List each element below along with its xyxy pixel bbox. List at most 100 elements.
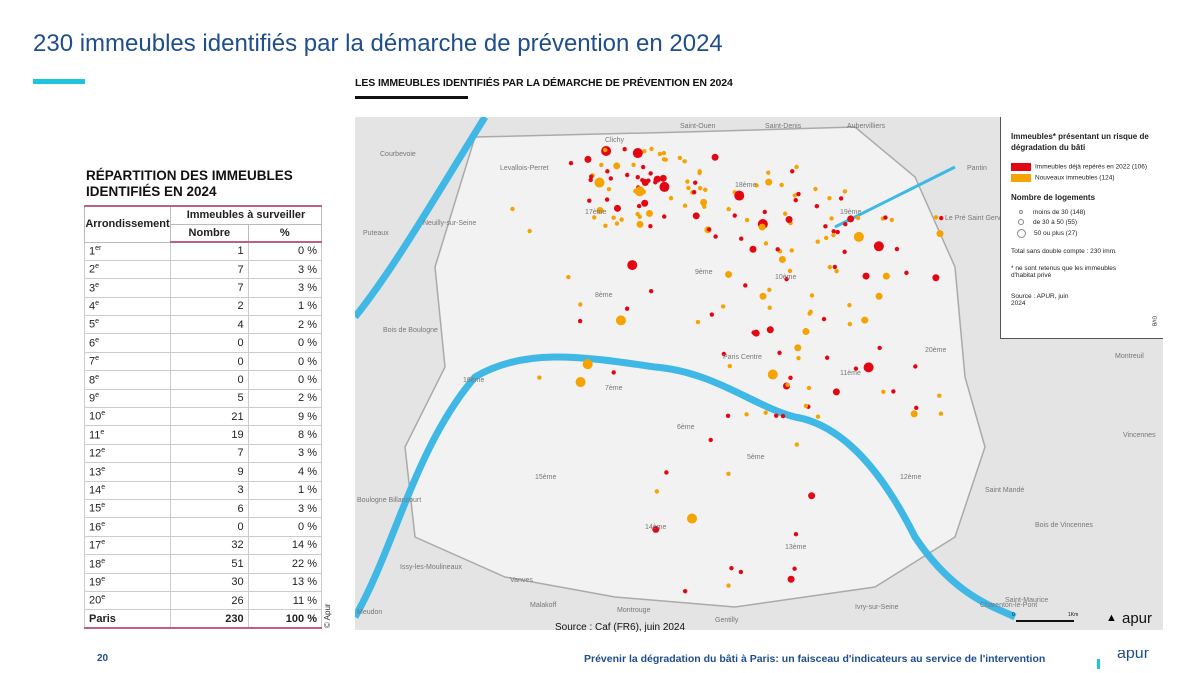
place-label: Courbevoie (380, 151, 416, 158)
place-label: Saint-Denis (765, 123, 802, 130)
building-marker (821, 316, 827, 322)
building-marker (774, 413, 779, 418)
building-marker (806, 385, 812, 391)
place-label: Neuilly-sur-Seine (423, 220, 477, 227)
building-marker (744, 412, 749, 417)
percent-cell: 3 % (247, 259, 323, 280)
legend-source: Source : APUR, juin 2024 (1011, 293, 1069, 307)
legend-size-small: moins de 30 (148) (1033, 209, 1086, 216)
building-marker (882, 272, 890, 280)
percent-cell: 0 % (247, 351, 323, 372)
building-marker (803, 403, 809, 409)
building-marker (815, 414, 821, 419)
building-marker (661, 150, 667, 156)
building-marker (767, 369, 778, 380)
nombre-cell: 30 (170, 572, 249, 592)
red-swatch (1011, 163, 1031, 171)
building-marker (589, 174, 594, 179)
table-row: 20e 26 11 % (84, 590, 323, 611)
building-marker (637, 214, 642, 219)
building-marker (682, 203, 688, 208)
legend-total: Total sans double compte : 230 imm. (1011, 248, 1117, 255)
building-marker (634, 186, 645, 197)
building-marker (727, 363, 732, 369)
building-marker (592, 215, 597, 220)
building-marker (729, 565, 734, 571)
place-label: 10ème (775, 274, 797, 281)
building-marker (793, 197, 798, 203)
building-marker (765, 178, 773, 186)
building-marker (814, 204, 820, 209)
building-marker (787, 575, 795, 583)
building-marker (587, 198, 592, 203)
col-percent: % (247, 223, 323, 243)
building-marker (627, 260, 638, 271)
building-marker (796, 355, 801, 361)
place-label: Charenton-le-Pont (980, 602, 1038, 609)
building-marker (823, 224, 828, 229)
building-marker (939, 215, 944, 221)
building-marker (889, 217, 895, 223)
arrondissement-cell: 15e (84, 498, 171, 519)
building-marker (635, 174, 640, 180)
building-marker (827, 264, 833, 270)
building-marker (787, 268, 793, 274)
building-marker (802, 328, 810, 336)
building-marker (938, 411, 944, 416)
north-arrow-icon: ▲ (1106, 612, 1117, 624)
percent-cell: 0 % (247, 370, 323, 390)
total-label: Paris (84, 609, 171, 630)
building-marker (807, 311, 812, 316)
legend-size-medium: de 30 à 50 (55) (1033, 219, 1078, 226)
gvb-label: GVB (1150, 315, 1157, 327)
building-marker (894, 246, 900, 252)
percent-cell: 9 % (247, 407, 323, 427)
building-marker (808, 492, 816, 500)
building-marker (599, 162, 604, 168)
arrondissement-cell: 20e (84, 590, 171, 611)
building-marker (622, 147, 627, 152)
place-label: Le Pré Saint Gervais (945, 215, 1010, 222)
building-marker (640, 164, 646, 170)
building-marker (648, 171, 653, 176)
building-marker (855, 215, 861, 221)
building-marker (596, 206, 604, 214)
building-marker (668, 195, 674, 201)
building-marker (815, 239, 820, 244)
place-label: 15ème (535, 474, 557, 481)
place-label: Paris Centre (723, 354, 762, 361)
building-marker (831, 229, 836, 234)
seine-river-north (355, 117, 488, 320)
legend-size-title: Nombre de logements (1011, 193, 1096, 202)
building-marker (649, 146, 654, 152)
place-label: 19ème (840, 209, 862, 216)
nombre-cell: 2 (170, 296, 249, 317)
building-marker (862, 272, 870, 280)
building-marker (606, 187, 612, 192)
building-marker (794, 164, 799, 170)
place-label: Puteaux (363, 230, 389, 237)
table-row: 6e 0 0 % (84, 333, 323, 353)
building-marker (788, 375, 793, 380)
legend-orange-label: Nouveaux immeubles (124) (1035, 174, 1115, 182)
building-marker (708, 437, 713, 443)
building-marker (793, 532, 799, 537)
building-marker (682, 588, 688, 594)
building-marker (790, 169, 795, 174)
table-row: 19e 30 13 % (84, 572, 323, 592)
building-marker (709, 312, 715, 317)
place-label: Pantin (967, 165, 987, 172)
percent-cell: 8 % (247, 425, 323, 445)
building-marker (726, 471, 731, 476)
building-marker (720, 304, 726, 309)
percent-cell: 1 % (247, 296, 323, 317)
table-row: 3e 7 3 % (84, 278, 323, 298)
arrondissement-cell: 14e (84, 480, 171, 500)
building-marker (842, 249, 847, 254)
place-label: Saint Mandé (985, 487, 1025, 494)
seine-river (355, 353, 1017, 621)
building-marker (744, 217, 750, 223)
canal (834, 165, 956, 229)
nombre-cell: 9 (170, 462, 249, 482)
building-marker (654, 489, 660, 494)
